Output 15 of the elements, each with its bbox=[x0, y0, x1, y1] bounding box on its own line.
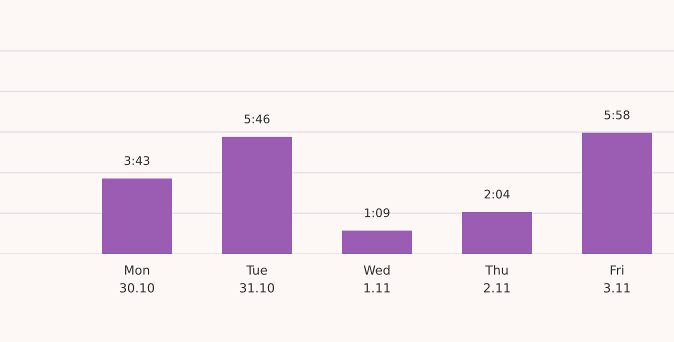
x-tick-label: Mon 30.10 bbox=[120, 265, 154, 293]
data-label: 5:58 bbox=[604, 110, 630, 120]
data-label: 3:43 bbox=[124, 156, 150, 166]
x-tick-label: Tue 31.10 bbox=[240, 265, 274, 293]
bar bbox=[102, 178, 172, 254]
bar bbox=[342, 230, 412, 254]
data-label: 1:09 bbox=[365, 208, 390, 218]
bar bbox=[462, 212, 532, 254]
data-label: 5:46 bbox=[244, 114, 270, 124]
x-tick-label: Fri 3.11 bbox=[604, 265, 630, 293]
bar bbox=[582, 132, 652, 254]
x-tick-label: Thu 2.11 bbox=[484, 265, 510, 292]
bar bbox=[222, 136, 292, 254]
data-label: 2:04 bbox=[484, 190, 510, 199]
x-tick-label: Wed 1.11 bbox=[364, 265, 390, 292]
